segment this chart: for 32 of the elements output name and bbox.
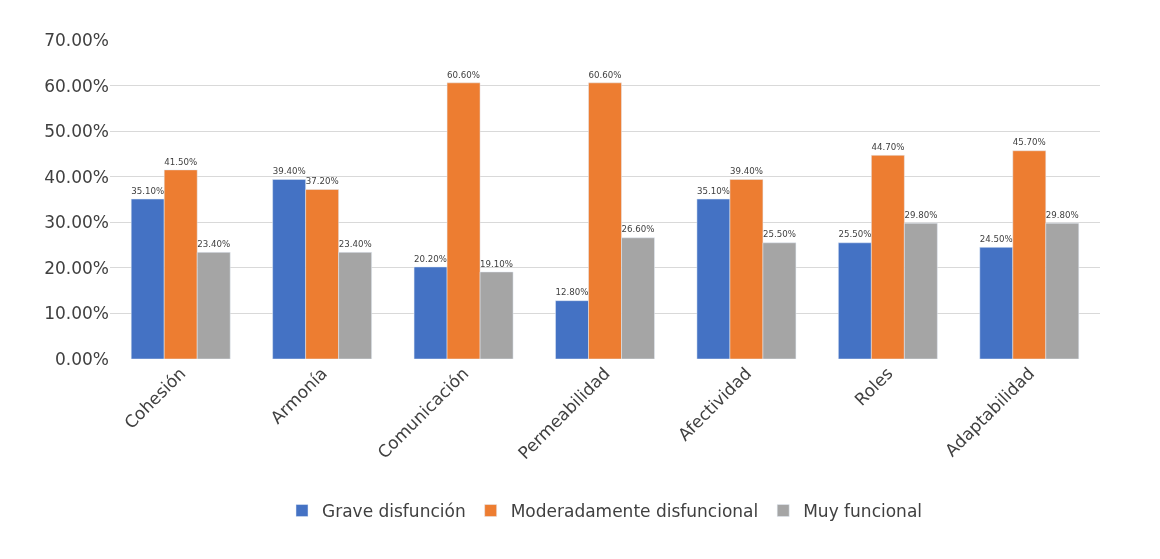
data-label: 24.50% — [979, 234, 1013, 245]
y-tick-label: 20.00% — [44, 257, 109, 278]
y-tick-label: 10.00% — [44, 303, 109, 324]
legend-label: Muy funcional — [803, 501, 923, 522]
legend-label: Moderadamente disfuncional — [510, 501, 759, 522]
legend-label: Grave disfunción — [322, 501, 466, 522]
data-label: 25.50% — [838, 229, 872, 240]
data-label: 39.40% — [729, 166, 763, 177]
data-label: 29.80% — [1045, 209, 1079, 220]
data-label: 29.80% — [904, 209, 938, 220]
data-label: 23.40% — [338, 239, 372, 250]
data-label: 45.70% — [1012, 137, 1046, 148]
y-tick-label: 70.00% — [44, 29, 109, 50]
data-label: 12.80% — [555, 287, 589, 298]
data-label: 44.70% — [871, 141, 905, 152]
data-label: 20.20% — [414, 253, 448, 264]
data-label: 60.60% — [588, 69, 622, 80]
data-label: 60.60% — [447, 69, 481, 80]
y-tick-label: 0.00% — [54, 348, 109, 369]
data-label: 41.50% — [164, 156, 198, 167]
data-label: 26.60% — [621, 224, 655, 235]
data-label: 19.10% — [480, 258, 514, 269]
data-label: 25.50% — [762, 229, 796, 240]
y-tick-label: 50.00% — [44, 121, 109, 142]
y-tick-label: 30.00% — [44, 212, 109, 233]
data-label: 23.40% — [197, 239, 231, 250]
data-label: 35.10% — [696, 185, 730, 196]
data-label: 39.40% — [272, 166, 306, 177]
data-label: 35.10% — [131, 185, 165, 196]
data-label: 37.20% — [305, 176, 339, 187]
y-tick-label: 40.00% — [44, 166, 109, 187]
y-tick-label: 60.00% — [44, 75, 109, 96]
